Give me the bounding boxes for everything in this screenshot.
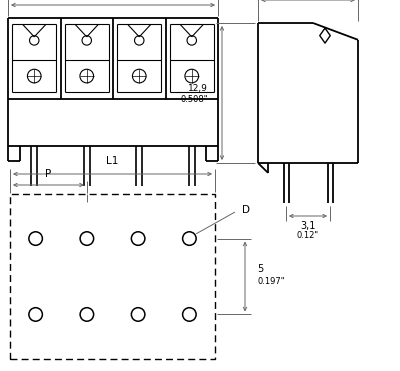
Text: P: P — [45, 169, 52, 179]
Text: 12,9: 12,9 — [188, 83, 208, 92]
Text: 3,1: 3,1 — [300, 221, 316, 231]
Text: L1: L1 — [106, 156, 119, 166]
Text: D: D — [242, 205, 250, 215]
Text: 5: 5 — [257, 263, 263, 273]
Text: 0.12": 0.12" — [297, 230, 319, 240]
Text: 0.197": 0.197" — [257, 277, 284, 286]
Text: 0.508": 0.508" — [180, 95, 208, 104]
Bar — [10, 194, 215, 359]
